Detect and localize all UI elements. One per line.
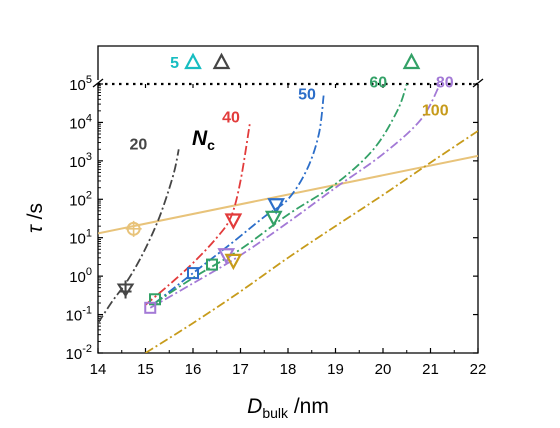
series-40-marker: [224, 213, 243, 230]
reference-line: [98, 154, 478, 235]
top-label: 5: [170, 55, 179, 72]
y-axis-title: τ /s: [24, 203, 47, 233]
series-100-marker: [224, 253, 243, 271]
y-tick-label: 10-1: [66, 305, 92, 325]
x-tick-label: 19: [327, 361, 344, 378]
x-tick-label: 15: [137, 361, 154, 378]
x-tick-label: 21: [422, 361, 439, 378]
series-20-marker: [116, 280, 135, 299]
y-tick-label: 103: [69, 151, 92, 171]
series-line-40: [144, 122, 251, 306]
x-tick-label: 14: [90, 361, 107, 378]
top-panel-frame: [97, 45, 479, 80]
series-label-20: 20: [129, 136, 147, 153]
reference-point-cross: [125, 220, 142, 237]
y-tick-label: 104: [69, 112, 92, 132]
series-label-50: 50: [298, 86, 316, 103]
series-80-marker: [144, 301, 157, 314]
y-tick-label: 105: [69, 74, 92, 94]
y-tick-label: 102: [69, 189, 92, 209]
series-line-20: [98, 149, 180, 324]
series-60-marker: [206, 258, 218, 271]
x-tick-label: 17: [232, 361, 249, 378]
series-50-marker: [267, 198, 285, 215]
series-line-80: [149, 84, 441, 309]
series-60-marker: [264, 210, 283, 228]
top-marker: [212, 52, 231, 70]
series-line-100: [145, 130, 478, 353]
series-line-50: [154, 95, 325, 304]
y-tick-label: 10-2: [66, 343, 92, 363]
axis-break-mark-right: [472, 78, 484, 88]
series-label-40: 40: [222, 109, 240, 126]
plot-area: [98, 84, 478, 353]
series-line-60: [154, 84, 408, 304]
x-axis-title: Dbulk /nm: [247, 395, 329, 421]
nc-annotation: Nc: [192, 127, 215, 153]
x-tick-label: 20: [375, 361, 392, 378]
y-tick-label: 101: [69, 228, 92, 248]
axis-break-mark-left: [92, 78, 104, 88]
series-50-marker: [187, 267, 199, 280]
series-label-100: 100: [422, 103, 449, 120]
top-marker: [402, 52, 421, 70]
series-label-80: 80: [436, 75, 454, 92]
y-tick-label: 100: [69, 266, 92, 286]
x-tick-label: 18: [280, 361, 297, 378]
top-marker: [184, 52, 202, 70]
main-panel: 14 15 16 17 18 19 20 21 22 10-2 10-1 100 101 102 103 10…: [24, 74, 486, 421]
top-panel: 5: [92, 45, 484, 88]
x-tick-label: 22: [470, 361, 487, 378]
x-tick-label: 16: [185, 361, 202, 378]
series-label-60: 60: [369, 75, 387, 92]
